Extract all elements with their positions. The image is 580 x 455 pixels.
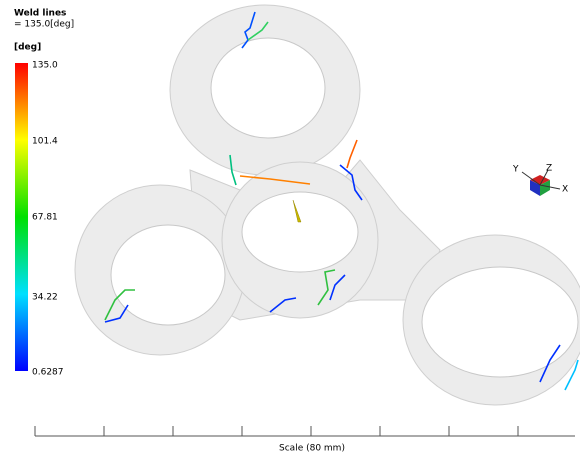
- legend-tick: 34.22: [32, 293, 58, 303]
- legend-tick: 67.81: [32, 213, 58, 223]
- model: [75, 5, 580, 405]
- triad-label: Z: [546, 164, 552, 174]
- legend-unit: [deg]: [14, 43, 41, 53]
- legend-tick: 0.6287: [32, 368, 64, 378]
- scale-bar: [35, 426, 575, 436]
- triad-label: Y: [512, 165, 519, 175]
- viewport: Weld lines = 135.0[deg] [deg] 135.0 101.…: [0, 0, 580, 455]
- legend-title: Weld lines: [14, 9, 66, 19]
- legend-tick: 135.0: [32, 61, 58, 71]
- axis-triad: Y Z X: [512, 164, 568, 197]
- legend-subtitle: = 135.0[deg]: [14, 20, 74, 30]
- scale-label: Scale (80 mm): [279, 444, 345, 454]
- legend-tick: 101.4: [32, 137, 58, 147]
- color-bar: [15, 63, 28, 371]
- triad-label: X: [562, 185, 568, 195]
- page: Weld lines = 135.0[deg] [deg] 135.0 101.…: [0, 0, 580, 455]
